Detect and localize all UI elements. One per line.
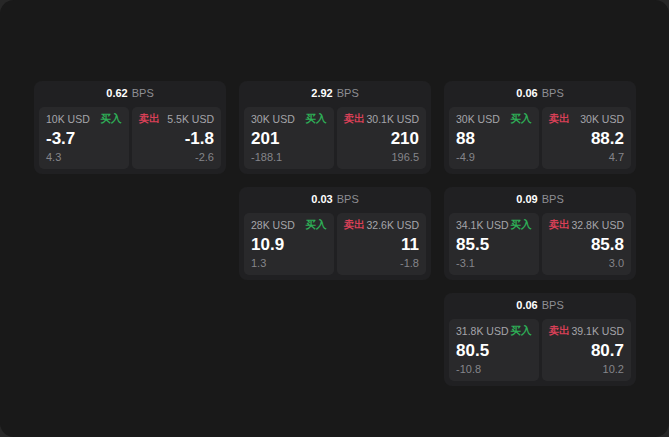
buy-main-value: 201 xyxy=(251,130,327,147)
quote-card: 0.06 BPS 31.8K USD 买入 80.5 -10.8 卖出 39.1… xyxy=(444,293,636,386)
sell-side-label: 卖出 xyxy=(344,112,365,126)
quote-grid: 0.62 BPS 10K USD 买入 -3.7 4.3 卖出 5.5K USD… xyxy=(34,81,636,386)
quote-card: 0.06 BPS 30K USD 买入 88 -4.9 卖出 30K USD 8… xyxy=(444,81,636,174)
sell-amount: 39.1K USD xyxy=(571,325,624,337)
buy-amount: 28K USD xyxy=(251,219,295,231)
sell-main-value: 210 xyxy=(344,130,420,147)
bps-unit-label: BPS xyxy=(337,193,359,205)
buy-side-label: 买入 xyxy=(511,324,532,338)
card-header: 0.03 BPS xyxy=(244,190,426,213)
bps-value: 0.06 xyxy=(516,299,537,311)
bps-value: 0.03 xyxy=(311,193,332,205)
buy-amount: 10K USD xyxy=(46,113,90,125)
buy-panel[interactable]: 34.1K USD 买入 85.5 -3.1 xyxy=(449,213,539,275)
buy-main-value: -3.7 xyxy=(46,130,122,147)
sell-panel[interactable]: 卖出 39.1K USD 80.7 10.2 xyxy=(542,319,632,381)
buy-main-value: 10.9 xyxy=(251,236,327,253)
buy-sub-value: 1.3 xyxy=(251,257,327,269)
buy-amount: 31.8K USD xyxy=(456,325,509,337)
buy-panel[interactable]: 30K USD 买入 88 -4.9 xyxy=(449,107,539,169)
sell-amount: 32.6K USD xyxy=(366,219,419,231)
sell-amount: 30K USD xyxy=(580,113,624,125)
sell-side-label: 卖出 xyxy=(549,324,570,338)
bps-value: 0.06 xyxy=(516,87,537,99)
sell-panel[interactable]: 卖出 32.6K USD 11 -1.8 xyxy=(337,213,427,275)
buy-panel[interactable]: 10K USD 买入 -3.7 4.3 xyxy=(39,107,129,169)
bps-value: 0.62 xyxy=(106,87,127,99)
sell-main-value: 80.7 xyxy=(549,342,625,359)
quote-card: 0.09 BPS 34.1K USD 买入 85.5 -3.1 卖出 32.8K… xyxy=(444,187,636,280)
sell-amount: 30.1K USD xyxy=(366,113,419,125)
card-header: 2.92 BPS xyxy=(244,84,426,107)
sell-panel[interactable]: 卖出 30.1K USD 210 196.5 xyxy=(337,107,427,169)
card-header: 0.06 BPS xyxy=(449,84,631,107)
sell-side-label: 卖出 xyxy=(344,218,365,232)
sell-sub-value: -1.8 xyxy=(344,257,420,269)
sell-main-value: 85.8 xyxy=(549,236,625,253)
sell-amount: 32.8K USD xyxy=(571,219,624,231)
buy-side-label: 买入 xyxy=(101,112,122,126)
sell-sub-value: 3.0 xyxy=(549,257,625,269)
sell-main-value: 11 xyxy=(344,236,420,253)
sell-side-label: 卖出 xyxy=(139,112,160,126)
card-header: 0.06 BPS xyxy=(449,296,631,319)
quote-card: 0.62 BPS 10K USD 买入 -3.7 4.3 卖出 5.5K USD… xyxy=(34,81,226,174)
buy-panel[interactable]: 31.8K USD 买入 80.5 -10.8 xyxy=(449,319,539,381)
buy-sub-value: -188.1 xyxy=(251,151,327,163)
sell-panel[interactable]: 卖出 30K USD 88.2 4.7 xyxy=(542,107,632,169)
bps-unit-label: BPS xyxy=(542,87,564,99)
buy-main-value: 80.5 xyxy=(456,342,532,359)
bps-unit-label: BPS xyxy=(542,193,564,205)
sell-panel[interactable]: 卖出 32.8K USD 85.8 3.0 xyxy=(542,213,632,275)
sell-panel[interactable]: 卖出 5.5K USD -1.8 -2.6 xyxy=(132,107,222,169)
buy-side-label: 买入 xyxy=(306,112,327,126)
sell-side-label: 卖出 xyxy=(549,112,570,126)
sell-main-value: 88.2 xyxy=(549,130,625,147)
buy-side-label: 买入 xyxy=(511,218,532,232)
buy-sub-value: 4.3 xyxy=(46,151,122,163)
bps-value: 0.09 xyxy=(516,193,537,205)
buy-side-label: 买入 xyxy=(511,112,532,126)
bps-unit-label: BPS xyxy=(337,87,359,99)
buy-panel[interactable]: 28K USD 买入 10.9 1.3 xyxy=(244,213,334,275)
buy-amount: 30K USD xyxy=(456,113,500,125)
app-window: 0.62 BPS 10K USD 买入 -3.7 4.3 卖出 5.5K USD… xyxy=(0,0,669,437)
buy-sub-value: -10.8 xyxy=(456,363,532,375)
bps-value: 2.92 xyxy=(311,87,332,99)
buy-amount: 34.1K USD xyxy=(456,219,509,231)
sell-amount: 5.5K USD xyxy=(167,113,214,125)
quote-card: 2.92 BPS 30K USD 买入 201 -188.1 卖出 30.1K … xyxy=(239,81,431,174)
sell-sub-value: 4.7 xyxy=(549,151,625,163)
sell-sub-value: 10.2 xyxy=(549,363,625,375)
buy-main-value: 85.5 xyxy=(456,236,532,253)
buy-sub-value: -3.1 xyxy=(456,257,532,269)
bps-unit-label: BPS xyxy=(132,87,154,99)
buy-main-value: 88 xyxy=(456,130,532,147)
card-header: 0.09 BPS xyxy=(449,190,631,213)
buy-side-label: 买入 xyxy=(306,218,327,232)
sell-sub-value: 196.5 xyxy=(344,151,420,163)
sell-main-value: -1.8 xyxy=(139,130,215,147)
sell-sub-value: -2.6 xyxy=(139,151,215,163)
sell-side-label: 卖出 xyxy=(549,218,570,232)
card-header: 0.62 BPS xyxy=(39,84,221,107)
bps-unit-label: BPS xyxy=(542,299,564,311)
buy-amount: 30K USD xyxy=(251,113,295,125)
buy-sub-value: -4.9 xyxy=(456,151,532,163)
quote-card: 0.03 BPS 28K USD 买入 10.9 1.3 卖出 32.6K US… xyxy=(239,187,431,280)
buy-panel[interactable]: 30K USD 买入 201 -188.1 xyxy=(244,107,334,169)
